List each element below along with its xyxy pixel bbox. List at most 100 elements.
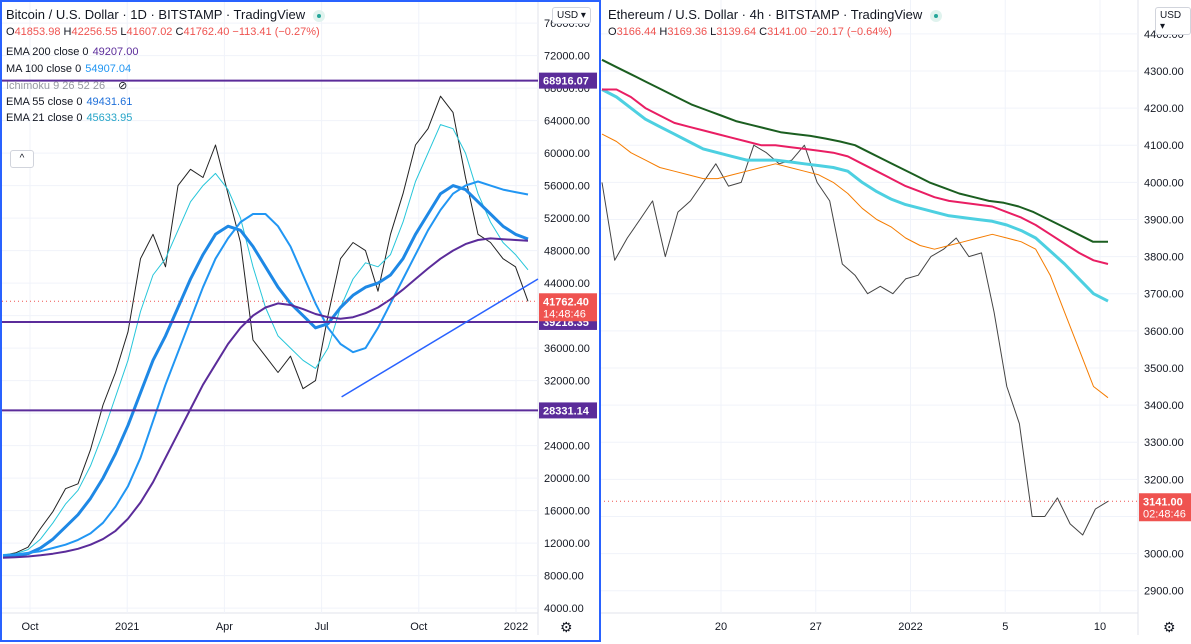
low-value: 41607.02 [126, 26, 173, 38]
x-tick-label: 20 [715, 621, 727, 633]
high-value: 42256.55 [71, 26, 118, 38]
ohlc-readout: O41853.98 H42256.55 L41607.02 C41762.40 … [6, 26, 320, 38]
last-price-tag [539, 293, 597, 322]
ema55-line [2, 184, 529, 559]
collapse-legend-button[interactable]: ^ [10, 150, 34, 168]
indicator-label: Ichimoku 9 26 52 26 [6, 80, 106, 92]
chart-title-text: Bitcoin / U.S. Dollar · 1D · BITSTAMP · … [6, 7, 306, 22]
x-tick-label: 2022 [898, 621, 922, 633]
y-tick-label: 20000.00 [544, 473, 590, 485]
trendline [341, 278, 539, 398]
y-tick-label: 3200.00 [1144, 474, 1184, 486]
price-axis [1138, 0, 1191, 644]
countdown-label: 14:48:46 [543, 308, 586, 320]
y-tick-label: 16000.00 [544, 506, 590, 518]
price-line [2, 95, 529, 556]
close-value: 3141.00 [767, 26, 807, 38]
indicator-label: EMA 55 close 0 [6, 95, 83, 108]
ema200-line [601, 58, 1108, 243]
indicator-label: EMA 21 close 0 [6, 112, 83, 124]
y-tick-label: 64000.00 [544, 116, 590, 128]
change-value: −113.41 (−0.27%) [232, 26, 320, 38]
y-tick-label: 60000.00 [544, 148, 590, 160]
indicator-legend-item[interactable]: EMA 21 close 0 45633.95 [6, 112, 132, 124]
y-tick-label: 32000.00 [544, 376, 590, 388]
x-tick-label: 5 [1002, 621, 1008, 633]
hidden-eye-icon[interactable]: ⊘ [115, 80, 128, 92]
change-value: −20.17 (−0.64%) [809, 26, 892, 38]
indicator-value: 45633.95 [86, 112, 133, 124]
high-value: 3169.36 [667, 26, 708, 38]
eth-chart-pane[interactable]: 2900.003000.003100.003200.003300.003400.… [600, 0, 1191, 644]
y-tick-label: 3600.00 [1144, 326, 1184, 338]
indicator-value: 54907.04 [85, 62, 132, 75]
y-tick-label: 72000.00 [544, 51, 590, 63]
y-tick-label: 8000.00 [544, 571, 584, 583]
currency-select[interactable]: USD ▾ [1155, 7, 1191, 35]
y-tick-label: 56000.00 [544, 181, 590, 193]
close-value: 41762.40 [183, 26, 230, 38]
y-tick-label: 4300.00 [1144, 66, 1184, 78]
y-tick-label: 24000.00 [544, 441, 590, 453]
y-tick-label: 4200.00 [1144, 103, 1184, 115]
last-price-tag [1139, 493, 1191, 522]
countdown-label: 02:48:46 [1143, 508, 1186, 520]
y-tick-label: 3000.00 [1144, 549, 1184, 561]
y-tick-label: 3800.00 [1144, 252, 1184, 264]
chart-title: Bitcoin / U.S. Dollar · 1D · BITSTAMP · … [6, 7, 326, 22]
x-tick-label: Oct [410, 621, 427, 633]
x-tick-label: Apr [216, 621, 233, 633]
y-tick-label: 3500.00 [1144, 363, 1184, 375]
level-price-tag [539, 72, 597, 89]
y-tick-label: 48000.00 [544, 246, 590, 258]
indicator-legend-item[interactable]: Ichimoku 9 26 52 26 ⊘ [6, 79, 127, 92]
open-value: 3166.44 [616, 26, 657, 38]
price-line [601, 144, 1109, 536]
y-tick-label: 3300.00 [1144, 437, 1184, 449]
x-tick-label: 10 [1094, 621, 1106, 633]
y-tick-label: 36000.00 [544, 343, 590, 355]
market-status-icon [930, 9, 943, 22]
y-tick-label: 4000.00 [544, 603, 584, 615]
ma100-line [2, 180, 529, 557]
settings-gear-icon[interactable]: ⚙ [1163, 619, 1176, 635]
y-tick-label: 52000.00 [544, 213, 590, 225]
chart-title: Ethereum / U.S. Dollar · 4h · BITSTAMP ·… [608, 7, 943, 22]
level-price-label: 28331.14 [543, 405, 590, 417]
eth-chart-canvas[interactable]: 2900.003000.003100.003200.003300.003400.… [600, 0, 1191, 644]
level-price-label: 68916.07 [543, 76, 589, 88]
btc-chart-canvas[interactable]: 4000.00 8000.00 12000.00 16000.00 20000.00 24… [0, 0, 599, 644]
indicator-legend-item[interactable]: EMA 200 close 0 49207.00 [6, 46, 138, 58]
btc-chart-pane[interactable]: 4000.00 8000.00 12000.00 16000.00 20000.00 24… [0, 0, 599, 644]
y-tick-label: 2900.00 [1144, 586, 1184, 598]
x-tick-label: 2022 [504, 621, 528, 633]
ema55-line [601, 88, 1109, 303]
level-price-tag [539, 402, 597, 419]
y-tick-label: 4000.00 [1144, 177, 1184, 189]
y-tick-label: 4100.00 [1144, 140, 1184, 152]
last-price-label: 3141.00 [1143, 496, 1183, 508]
market-status-icon [313, 9, 326, 22]
indicator-value: 49207.00 [92, 46, 139, 58]
x-tick-label: Oct [21, 621, 38, 633]
x-tick-label: 27 [810, 621, 822, 633]
y-tick-label: 3400.00 [1144, 400, 1184, 412]
ema21-line [601, 133, 1109, 399]
y-tick-label: 12000.00 [544, 538, 590, 550]
ohlc-readout: O3166.44 H3169.36 L3139.64 C3141.00 −20.… [608, 26, 892, 38]
y-tick-label: 3900.00 [1144, 214, 1184, 226]
indicator-value: 49431.61 [86, 95, 133, 108]
chart-title-text: Ethereum / U.S. Dollar · 4h · BITSTAMP ·… [608, 7, 923, 22]
x-tick-label: Jul [315, 621, 329, 633]
last-price-label: 41762.40 [543, 296, 589, 308]
currency-select[interactable]: USD ▾ [552, 7, 591, 24]
ma100-line [602, 88, 1109, 265]
indicator-legend-item[interactable]: EMA 55 close 0 49431.61 [6, 96, 132, 108]
indicator-label: EMA 200 close 0 [6, 46, 89, 58]
y-tick-label: 44000.00 [544, 278, 590, 290]
y-tick-label: 3700.00 [1144, 289, 1184, 301]
indicator-label: MA 100 close 0 [6, 62, 82, 75]
settings-gear-icon[interactable]: ⚙ [560, 619, 573, 635]
x-tick-label: 2021 [115, 621, 139, 633]
indicator-legend-item[interactable]: MA 100 close 0 54907.04 [6, 63, 131, 75]
